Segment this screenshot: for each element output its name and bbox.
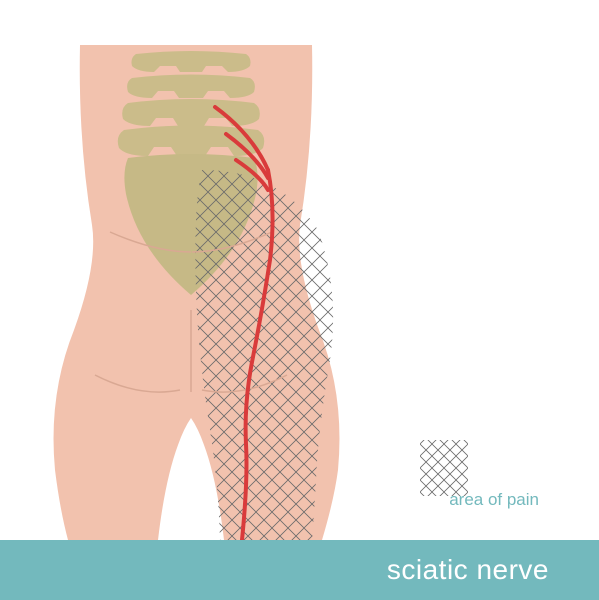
legend-swatch (420, 440, 468, 496)
spine-vertebrae (118, 51, 264, 156)
legend: area of pain (449, 490, 539, 510)
anatomy-figure (0, 0, 599, 600)
title-bar: sciatic nerve (0, 540, 599, 600)
title-text: sciatic nerve (387, 554, 549, 586)
diagram-canvas: area of pain sciatic nerve (0, 0, 599, 600)
legend-label: area of pain (449, 490, 539, 510)
